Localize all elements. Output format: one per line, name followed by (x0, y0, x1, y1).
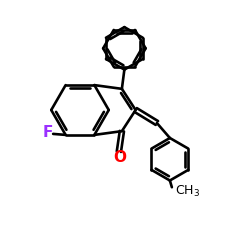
Text: CH$_3$: CH$_3$ (175, 184, 200, 198)
Text: F: F (42, 126, 53, 140)
Text: O: O (113, 150, 126, 165)
